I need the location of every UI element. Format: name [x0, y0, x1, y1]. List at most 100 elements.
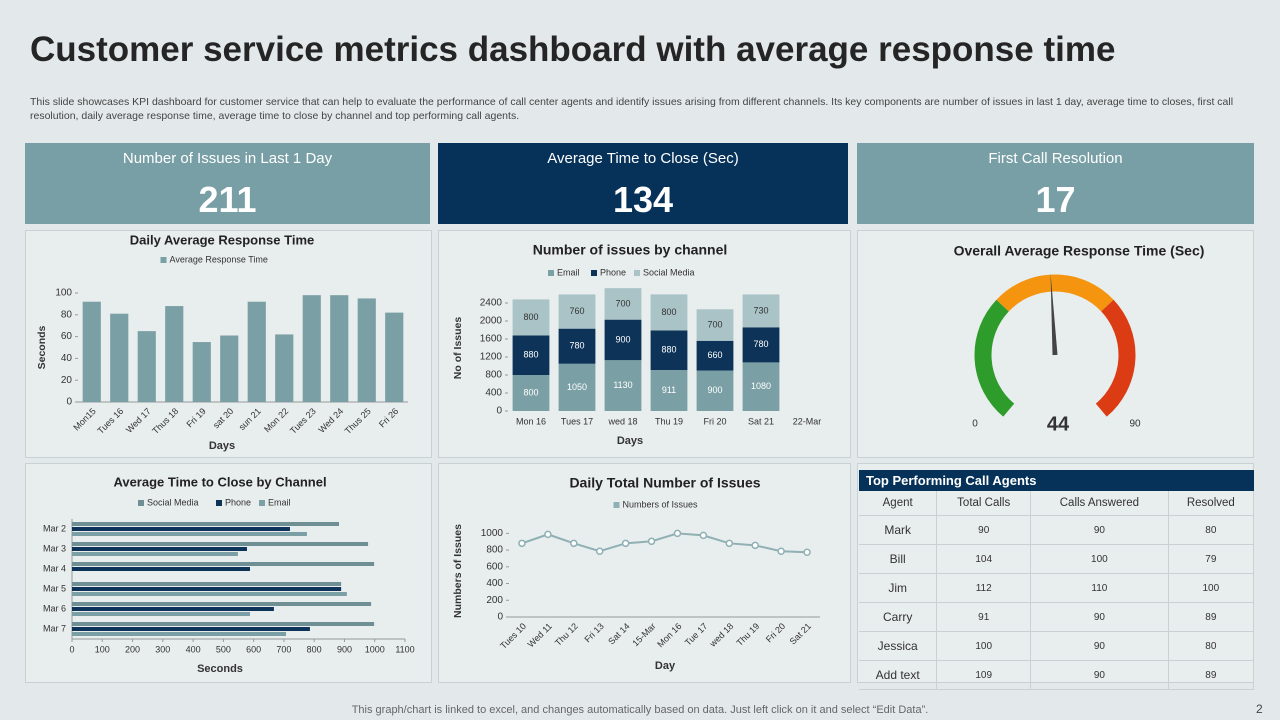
y-axis-label: No of Issues — [452, 317, 464, 380]
bar — [165, 306, 184, 402]
data-label: 700 — [615, 298, 630, 308]
y-tick-label: 1000 — [481, 528, 504, 539]
bar-segment — [696, 309, 734, 341]
kpi-card: Number of Issues in Last 1 Day 211 — [25, 143, 430, 224]
table-row: Jessica 100 90 80 — [859, 631, 1255, 661]
chart-panel — [25, 463, 432, 683]
y-tick-label: Mar 4 — [43, 563, 66, 573]
x-tick-label: 600 — [246, 644, 261, 654]
line-point — [725, 539, 734, 548]
y-tick-label: 1600 — [480, 334, 503, 345]
x-tick-label: Thu 12 — [553, 621, 580, 648]
table-cell: 109 — [936, 660, 1032, 690]
y-tick-label: 0 — [496, 406, 502, 417]
y-tick-label: Mar 3 — [43, 543, 66, 553]
data-label: 800 — [523, 312, 538, 322]
line-point — [699, 531, 708, 540]
x-tick-label: Tues 10 — [498, 621, 528, 651]
x-tick-label: 800 — [307, 644, 322, 654]
legend-swatch — [634, 270, 640, 276]
x-tick-label: Tue 17 — [683, 621, 710, 648]
bar-segment — [512, 335, 550, 375]
y-tick-label: 200 — [486, 595, 503, 606]
kpi-label: First Call Resolution — [988, 150, 1123, 167]
x-tick-label: Wed 11 — [526, 621, 554, 649]
bar-segment — [742, 294, 780, 328]
bar — [357, 298, 376, 402]
table-cell: 80 — [1168, 631, 1255, 661]
bar — [72, 522, 340, 526]
legend-swatch — [216, 500, 222, 506]
bar — [72, 627, 310, 631]
bar — [82, 301, 101, 402]
y-tick-label: 20 — [61, 375, 73, 386]
data-label: 880 — [523, 350, 538, 360]
data-label: 1080 — [751, 381, 771, 391]
table-row: Bill 104 100 79 — [859, 544, 1255, 574]
y-tick-label: 600 — [486, 561, 503, 572]
bar — [72, 527, 290, 531]
chart-title: Number of issues by channel — [533, 242, 728, 258]
x-axis-label: Days — [209, 440, 235, 452]
y-tick-label: 40 — [61, 353, 73, 364]
line-point — [673, 529, 682, 538]
bar-segment — [558, 363, 596, 411]
bar-segment — [742, 362, 780, 411]
table-cell: 90 — [1030, 660, 1169, 690]
table-cell: Jessica — [859, 631, 938, 661]
x-tick-label: 0 — [69, 644, 74, 654]
footer-note: This graph/chart is linked to excel, and… — [351, 704, 929, 716]
bar — [72, 632, 287, 636]
bar — [247, 301, 266, 402]
y-tick-label: 2400 — [480, 298, 503, 309]
y-tick-label: Mar 7 — [43, 623, 66, 633]
y-tick-label: 400 — [486, 578, 503, 589]
table-cell: 104 — [936, 544, 1032, 574]
table-cell: 80 — [1168, 515, 1255, 545]
gauge-needle — [1050, 273, 1058, 356]
agents-table: Top Performing Call Agents Agent Total Ca… — [859, 470, 1255, 690]
table-row: Jim 112 110 100 — [859, 573, 1255, 603]
table-cell: 90 — [1030, 602, 1169, 632]
data-label: 1050 — [567, 382, 587, 392]
bar — [72, 562, 375, 566]
data-label: 911 — [662, 385, 676, 395]
table-row: Mark 90 90 80 — [859, 515, 1255, 545]
line-point — [621, 539, 630, 548]
line-point — [518, 539, 526, 548]
legend-swatch — [548, 270, 554, 276]
bar — [72, 552, 238, 556]
table-row: Carry 91 90 89 — [859, 602, 1255, 632]
bar-segment — [650, 330, 688, 371]
chart-panel — [438, 463, 851, 683]
line-point — [777, 547, 785, 556]
x-tick-label: 500 — [216, 644, 231, 654]
bar — [302, 295, 321, 402]
line-point — [595, 547, 604, 556]
chart-title: Average Time to Close by Channel — [113, 474, 326, 489]
y-tick-label: Mar 5 — [43, 583, 66, 593]
chart-title: Daily Average Response Time — [130, 232, 315, 247]
data-label: 800 — [661, 307, 676, 317]
y-tick-label: Mar 2 — [43, 523, 66, 533]
kpi-card: Average Time to Close (Sec) 134 — [438, 143, 848, 224]
legend-label: Average Response Time — [170, 254, 268, 264]
bar — [72, 542, 369, 546]
table-cell: 100 — [1168, 573, 1255, 603]
data-label: 660 — [707, 350, 722, 360]
line-point — [647, 537, 656, 546]
x-tick-label: 900 — [337, 644, 352, 654]
x-tick-label: 700 — [276, 644, 291, 654]
kpi-label: Average Time to Close (Sec) — [547, 150, 739, 167]
y-tick-label: 100 — [55, 288, 72, 299]
legend-swatch — [160, 257, 167, 263]
kpi-value: 134 — [612, 179, 674, 220]
data-label: 800 — [523, 387, 538, 397]
bar — [72, 547, 247, 551]
table-cell: 100 — [936, 631, 1032, 661]
table-title: Top Performing Call Agents — [859, 470, 1254, 491]
bar-segment — [558, 328, 596, 364]
kpi-value: 17 — [1035, 179, 1076, 220]
bar-segment — [512, 375, 550, 411]
x-tick-label: Mon 22 — [262, 406, 290, 434]
